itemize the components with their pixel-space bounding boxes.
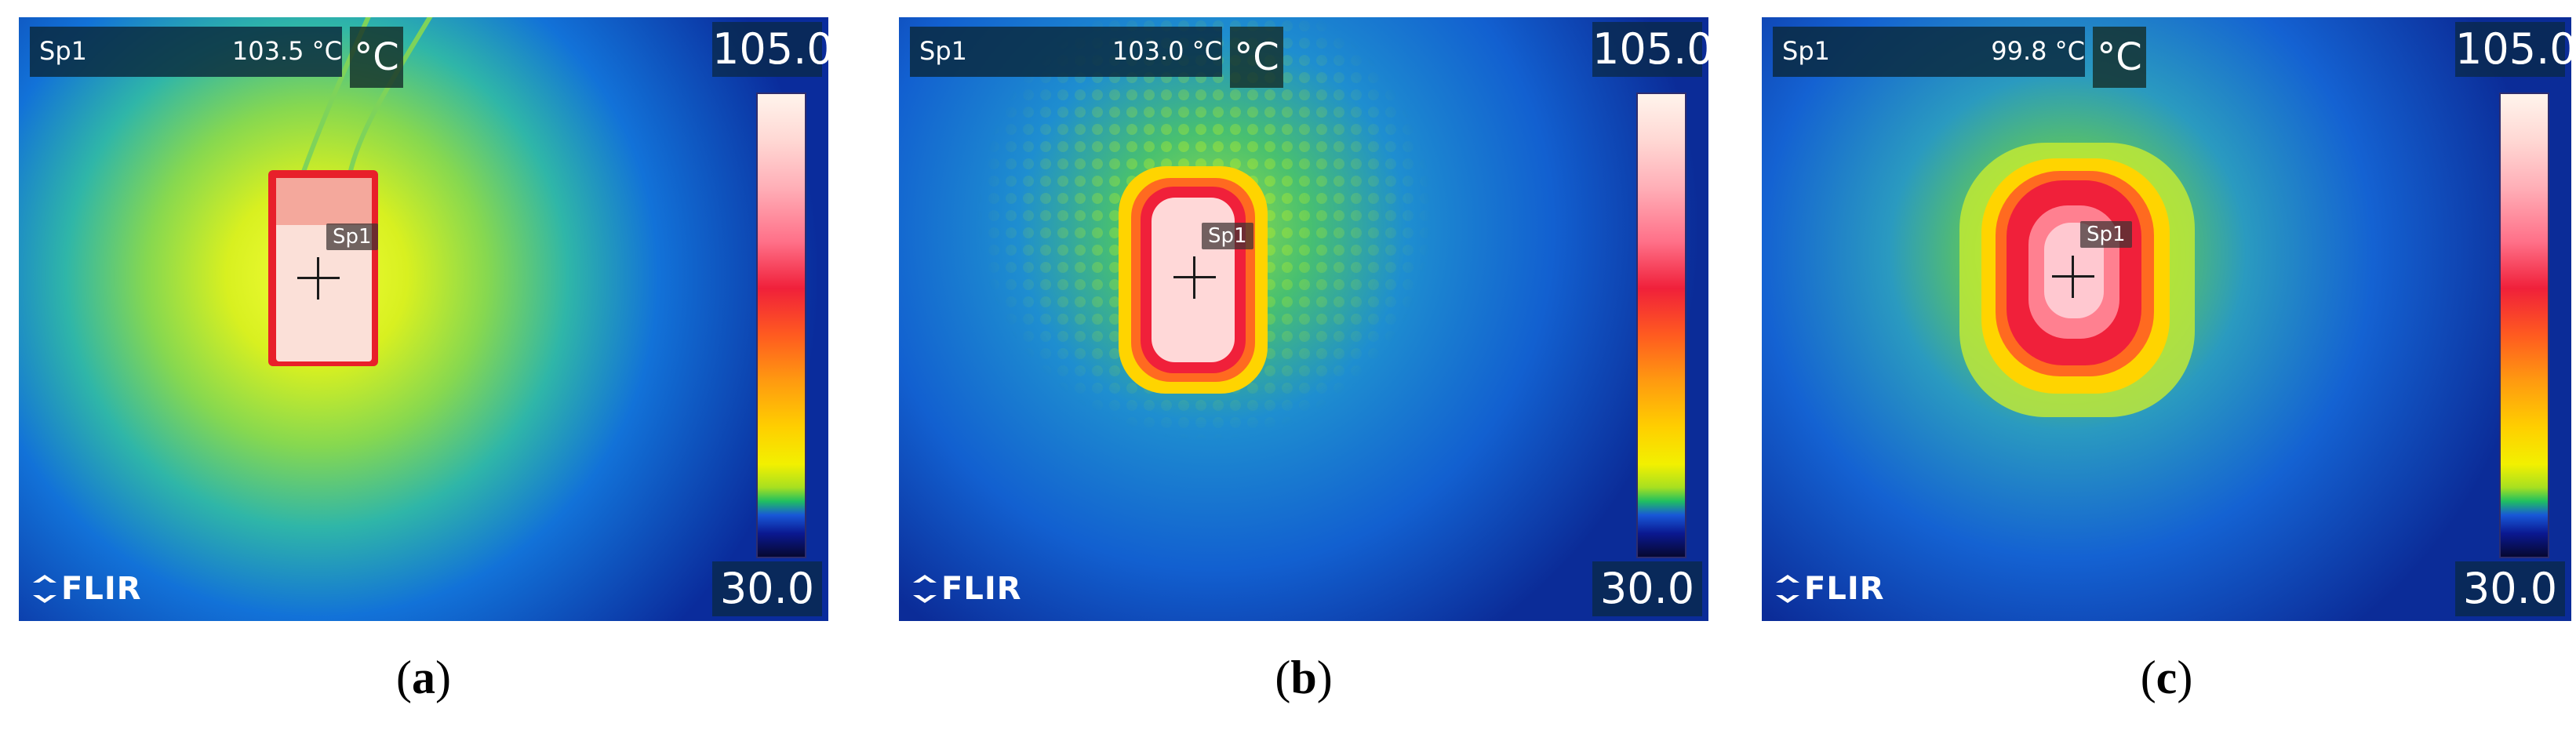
scale-max: 105.0 xyxy=(712,22,828,77)
spot-temperature: 103.5 °C xyxy=(231,36,342,66)
thermal-image-c: Sp1 99.8 °C °C 105.0 30.0 Sp1 FLIR xyxy=(1762,17,2571,621)
scale-max: 105.0 xyxy=(1592,22,1708,77)
spot-name: Sp1 xyxy=(1782,36,1830,66)
spot-temperature: 103.0 °C xyxy=(1112,36,1222,66)
caption-letter: b xyxy=(1290,652,1317,703)
color-scale-bar xyxy=(1636,93,1686,558)
color-scale-bar xyxy=(756,93,806,558)
thermal-background-c xyxy=(1762,17,2571,621)
spot-marker-label: Sp1 xyxy=(2080,221,2132,248)
brand-text: FLIR xyxy=(941,571,1022,607)
spot-temperature: 99.8 °C xyxy=(1991,36,2085,66)
spot-marker-label: Sp1 xyxy=(326,223,378,250)
spot-name: Sp1 xyxy=(39,36,87,66)
flir-logo-icon xyxy=(33,575,56,603)
caption-letter: c xyxy=(2156,652,2178,703)
spot-name: Sp1 xyxy=(919,36,967,66)
scale-min: 30.0 xyxy=(1592,561,1702,616)
color-scale-bar xyxy=(2499,93,2549,558)
flir-logo-icon xyxy=(913,575,937,603)
flir-logo: FLIR xyxy=(913,571,1022,607)
spot-crosshair-icon xyxy=(1173,256,1216,299)
caption-c: (c) xyxy=(2140,652,2193,703)
flir-logo: FLIR xyxy=(1776,571,1885,607)
caption-a: (a) xyxy=(396,652,451,703)
unit-label: °C xyxy=(350,27,403,88)
scale-min: 30.0 xyxy=(2455,561,2565,616)
spot-marker-label: Sp1 xyxy=(1202,223,1253,249)
flir-logo: FLIR xyxy=(33,571,142,607)
unit-label: °C xyxy=(1230,27,1283,88)
caption-letter: a xyxy=(412,652,435,703)
scale-min: 30.0 xyxy=(712,561,822,616)
brand-text: FLIR xyxy=(1804,571,1885,607)
spot-crosshair-icon xyxy=(2052,256,2094,298)
spot-crosshair-icon xyxy=(297,257,340,300)
spot-readout-box xyxy=(30,27,342,77)
caption-b: (b) xyxy=(1275,652,1333,703)
spot-readout-box xyxy=(1773,27,2085,77)
thermal-background-a xyxy=(19,17,828,621)
thermal-image-a: Sp1 103.5 °C °C 105.0 30.0 Sp1 FLIR xyxy=(19,17,828,621)
unit-label: °C xyxy=(2093,27,2146,88)
spot-readout-box xyxy=(910,27,1222,77)
scale-max: 105.0 xyxy=(2455,22,2571,77)
thermal-background-b xyxy=(899,17,1708,621)
thermal-image-b: Sp1 103.0 °C °C 105.0 30.0 Sp1 FLIR xyxy=(899,17,1708,621)
flir-logo-icon xyxy=(1776,575,1799,603)
brand-text: FLIR xyxy=(61,571,142,607)
